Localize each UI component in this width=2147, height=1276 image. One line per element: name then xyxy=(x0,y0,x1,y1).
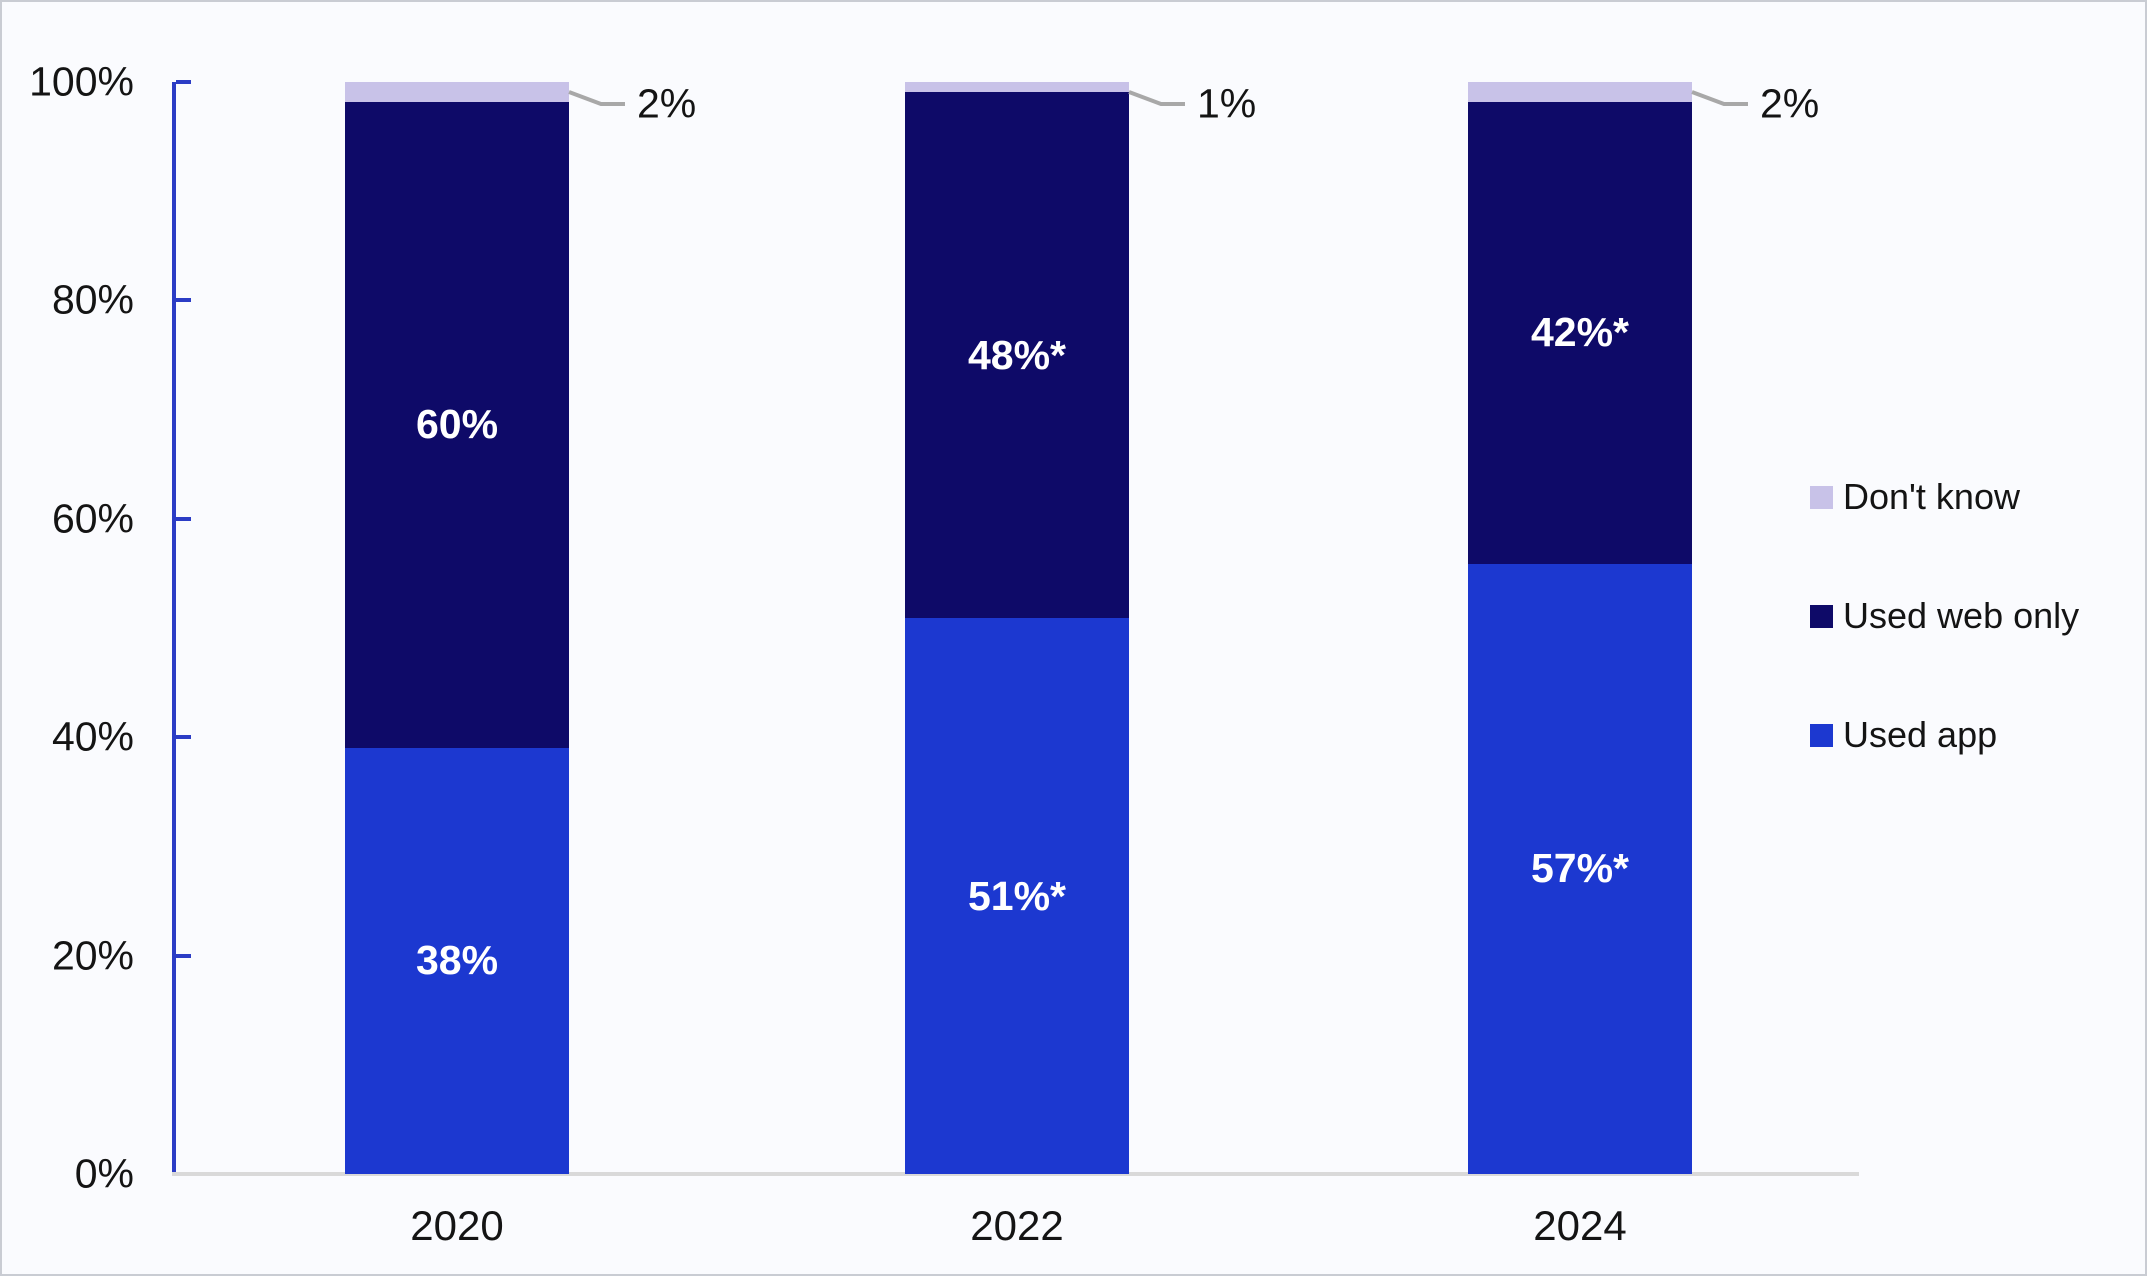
bar-value-label-used-web-only-2024: 42%* xyxy=(1530,309,1629,356)
bar-segment-don-t-know-2024 xyxy=(1468,82,1692,102)
bar-segment-don-t-know-2022 xyxy=(905,82,1129,92)
y-tick-mark-100 xyxy=(176,80,191,84)
y-tick-mark-80 xyxy=(176,298,191,303)
callout-line-2022 xyxy=(1128,90,1185,106)
bar-segment-used-app-2024: 57%* xyxy=(1468,563,1692,1175)
bar-segment-used-web-only-2020: 60% xyxy=(345,101,569,748)
callout-label-don-t-know-2024: 2% xyxy=(1760,80,1820,127)
bar-2024: 42%* 57%* xyxy=(1468,82,1692,1175)
legend-swatch-used-web-only xyxy=(1810,604,1833,628)
callout-label-don-t-know-2020: 2% xyxy=(637,80,697,127)
callout-label-don-t-know-2022: 1% xyxy=(1197,80,1257,127)
bar-value-label-used-app-2020: 38% xyxy=(415,937,499,984)
legend-label-don-t-know: Don't know xyxy=(1843,476,2020,517)
y-tick-label-0: 0% xyxy=(74,1150,134,1197)
y-tick-mark-20 xyxy=(176,953,191,958)
y-tick-label-60: 60% xyxy=(51,495,134,542)
x-tick-label-2020: 2020 xyxy=(410,1202,504,1249)
legend-item-used-web-only: Used web only xyxy=(1810,595,2079,637)
legend-item-used-app: Used app xyxy=(1810,714,1997,756)
bar-segment-used-app-2020: 38% xyxy=(345,747,569,1174)
y-tick-mark-60 xyxy=(176,516,191,521)
y-tick-mark-40 xyxy=(176,735,191,740)
y-tick-label-100: 100% xyxy=(29,58,134,105)
y-axis-line xyxy=(172,82,176,1174)
legend-item-don-t-know: Don't know xyxy=(1810,476,2020,518)
legend-label-used-app: Used app xyxy=(1843,714,1998,755)
x-tick-label-2022: 2022 xyxy=(970,1202,1064,1249)
y-tick-label-80: 80% xyxy=(51,276,134,323)
bar-segment-used-web-only-2022: 48%* xyxy=(905,91,1129,619)
x-tick-label-2024: 2024 xyxy=(1533,1202,1627,1249)
legend-swatch-used-app xyxy=(1810,723,1833,747)
bar-value-label-used-web-only-2022: 48%* xyxy=(967,331,1066,378)
y-tick-label-20: 20% xyxy=(51,932,134,979)
bar-value-label-used-app-2022: 51%* xyxy=(967,872,1066,919)
callout-line-2020 xyxy=(568,90,625,106)
legend-swatch-don-t-know xyxy=(1810,485,1833,509)
callout-line-2024 xyxy=(1691,90,1748,106)
bar-segment-used-app-2022: 51%* xyxy=(905,618,1129,1175)
y-tick-label-40: 40% xyxy=(51,713,134,760)
bar-value-label-used-web-only-2020: 60% xyxy=(415,401,499,448)
bar-value-label-used-app-2024: 57%* xyxy=(1530,845,1629,892)
bar-segment-don-t-know-2020 xyxy=(345,82,569,102)
bar-segment-used-web-only-2024: 42%* xyxy=(1468,101,1692,564)
bar-2020: 60% 38% xyxy=(345,82,569,1174)
bar-2022: 48%* 51%* xyxy=(905,82,1129,1175)
legend-label-used-web-only: Used web only xyxy=(1843,595,2080,636)
